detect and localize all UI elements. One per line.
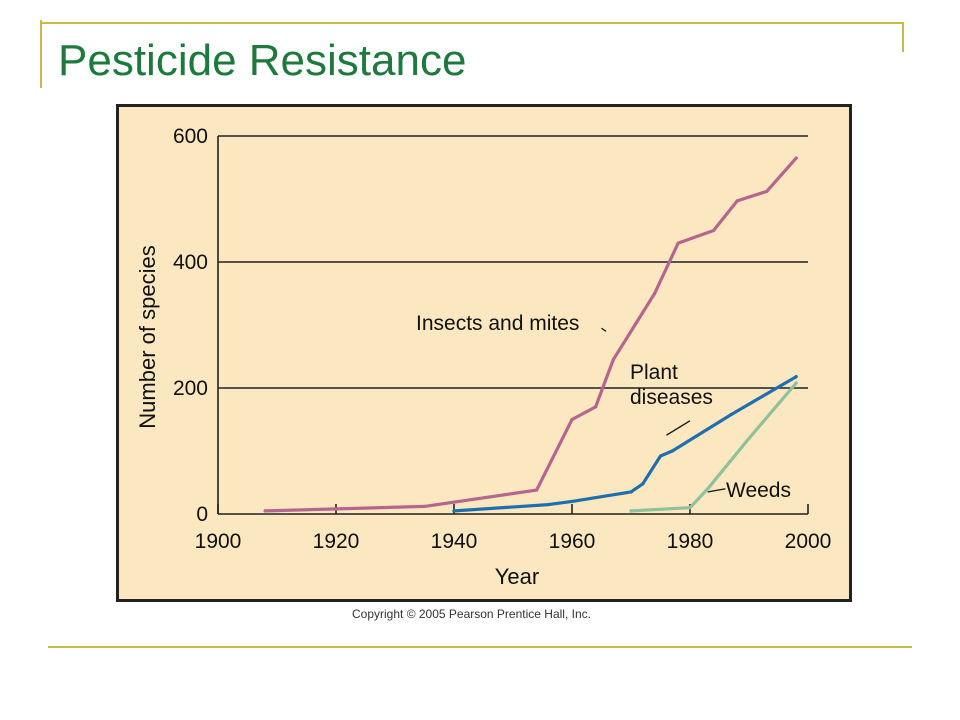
data-point-plant-diseases-6	[670, 449, 674, 453]
data-point-insects-and-mites-1	[422, 504, 427, 509]
slide-title: Pesticide Resistance	[58, 36, 467, 85]
x-tick-label-2000: 2000	[785, 530, 832, 553]
y-tick-label-200: 200	[173, 377, 208, 400]
data-point-insects-and-mites-6	[653, 291, 657, 296]
series-label-insects-and-mites: Insects and mites	[416, 312, 579, 335]
x-axis-label: Year	[495, 564, 539, 589]
data-point-weeds-0	[629, 509, 633, 513]
accent-bottom-line	[48, 646, 912, 648]
data-point-insects-and-mites-4	[594, 405, 598, 409]
copyright-text: Copyright © 2005 Pearson Prentice Hall, …	[352, 607, 591, 621]
data-point-insects-and-mites-7	[676, 241, 680, 245]
data-point-insects-and-mites-11	[794, 156, 798, 160]
data-point-plant-diseases-4	[641, 482, 645, 486]
accent-vertical-line	[40, 20, 42, 88]
data-point-plant-diseases-1	[546, 502, 550, 507]
chart-frame	[116, 104, 852, 602]
data-point-weeds-4	[794, 381, 798, 385]
data-point-plant-diseases-2	[570, 499, 574, 503]
x-tick-label-1920: 1920	[313, 530, 360, 553]
data-point-insects-and-mites-2	[535, 488, 539, 492]
data-point-plant-diseases-0	[452, 509, 456, 513]
y-axis-label: Number of species	[135, 245, 160, 428]
data-point-insects-and-mites-9	[735, 199, 739, 203]
x-tick-label-1960: 1960	[549, 530, 596, 553]
y-tick-label-400: 400	[173, 251, 208, 274]
y-tick-label-600: 600	[173, 125, 208, 148]
y-tick-label-0: 0	[196, 503, 208, 526]
data-point-plant-diseases-5	[658, 454, 663, 458]
x-tick-label-1900: 1900	[195, 530, 242, 553]
data-point-weeds-2	[706, 487, 710, 491]
series-line-insects-and-mites	[263, 156, 798, 513]
accent-top-line	[40, 22, 904, 24]
data-point-weeds-3	[747, 436, 751, 440]
x-tick-label-1940: 1940	[431, 530, 478, 553]
x-tick-label-1980: 1980	[667, 530, 714, 553]
data-point-weeds-1	[688, 506, 692, 510]
line-chart: 1900 1920 1940 1960 1980 2000 0 200 400 600 Year Nu…	[116, 104, 852, 602]
leader-line-plant-diseases	[666, 420, 691, 436]
leader-line-weeds	[707, 488, 726, 493]
data-point-insects-and-mites-5	[611, 358, 615, 362]
data-point-plant-diseases-3	[629, 490, 633, 494]
data-point-insects-and-mites-3	[570, 417, 574, 422]
accent-top-right-tick	[902, 22, 904, 52]
series-label-plant-diseases: Plant diseases	[630, 361, 713, 409]
data-point-insects-and-mites-8	[712, 228, 716, 233]
series-label-weeds: Weeds	[726, 479, 791, 502]
data-point-insects-and-mites-0	[263, 509, 267, 513]
leader-line-insects-and-mites	[601, 327, 607, 332]
data-point-insects-and-mites-10	[765, 189, 769, 194]
data-point-plant-diseases-8	[794, 375, 798, 379]
data-point-plant-diseases-7	[729, 412, 733, 417]
